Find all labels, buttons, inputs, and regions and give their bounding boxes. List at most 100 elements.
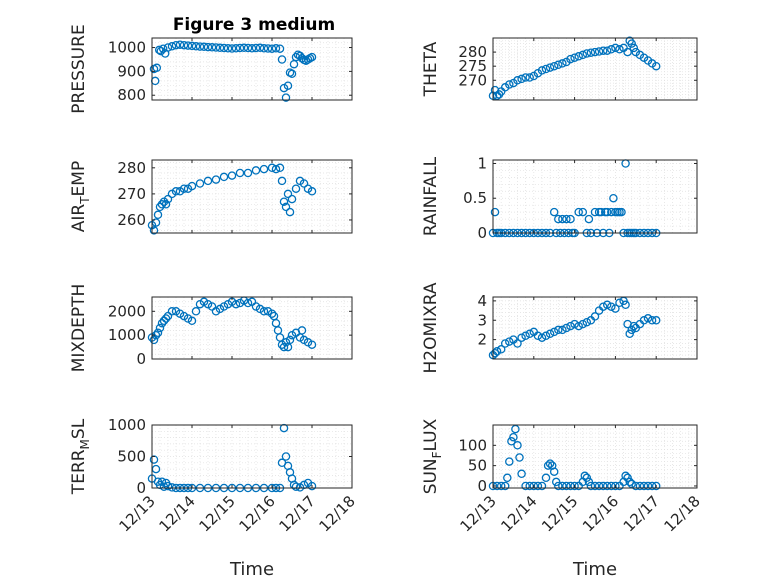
data-point <box>558 481 567 491</box>
data-point <box>277 176 287 186</box>
data-point <box>175 40 185 49</box>
data-point <box>562 323 571 333</box>
data-point <box>558 325 567 335</box>
data-point <box>500 481 510 491</box>
data-point <box>291 482 301 491</box>
y-axis-label: SUNFLUX <box>421 418 444 494</box>
data-point <box>537 481 547 491</box>
data-point <box>594 47 604 56</box>
data-point <box>267 309 277 318</box>
data-point <box>582 49 592 58</box>
data-point <box>171 40 181 50</box>
data-point <box>643 314 653 323</box>
y-tick-label: 50 <box>468 457 487 475</box>
data-point <box>631 481 641 491</box>
y-tick-label: 1000 <box>108 326 146 344</box>
x-tick-label: 12/16 <box>236 492 279 535</box>
data-point <box>602 481 612 491</box>
y-axis-label: MIXDEPTH <box>69 284 89 373</box>
data-point <box>582 317 592 327</box>
data-point <box>562 481 571 491</box>
y-axis-label: THETA <box>421 41 441 97</box>
data-point <box>505 457 514 466</box>
data-point <box>277 55 287 64</box>
y-tick-label: 1 <box>477 154 487 172</box>
data-point <box>607 207 616 217</box>
data-point <box>239 43 249 53</box>
data-point <box>611 304 620 313</box>
data-point <box>207 43 217 52</box>
data-point <box>251 166 261 175</box>
data-point <box>157 477 167 486</box>
data-point <box>541 64 551 74</box>
data-point <box>574 207 583 217</box>
data-point <box>279 342 289 352</box>
data-point <box>149 226 159 235</box>
data-point <box>598 46 608 55</box>
data-point <box>203 176 213 186</box>
data-point <box>629 43 639 53</box>
data-point <box>167 307 177 316</box>
data-point <box>259 164 269 174</box>
data-point <box>639 316 649 325</box>
x-tick-label: 12/16 <box>579 492 622 535</box>
data-point <box>582 473 592 483</box>
y-tick-label: 3 <box>477 311 487 329</box>
data-point <box>541 473 551 483</box>
data-point <box>259 44 269 53</box>
data-point <box>554 481 563 491</box>
data-point <box>307 187 317 196</box>
data-point <box>259 307 269 316</box>
data-point <box>566 54 575 64</box>
data-point <box>243 43 253 53</box>
data-point <box>187 316 197 326</box>
data-point <box>191 42 201 51</box>
data-point <box>263 44 273 53</box>
data-point <box>554 325 563 335</box>
y-tick-label: 900 <box>117 62 146 80</box>
data-point <box>255 43 265 53</box>
x-tick-label: 12/18 <box>316 492 359 535</box>
data-point <box>299 179 309 188</box>
data-point <box>156 46 166 56</box>
data-point <box>509 432 518 442</box>
x-tick-label: 12/14 <box>156 492 199 535</box>
data-point <box>307 52 317 62</box>
data-point <box>171 187 181 196</box>
data-point <box>195 179 205 188</box>
data-point <box>187 181 197 191</box>
data-point <box>152 63 162 73</box>
data-point <box>639 481 649 491</box>
data-point <box>586 481 596 491</box>
data-point <box>215 43 225 53</box>
data-point <box>590 481 600 491</box>
y-axis-label: RAINFALL <box>421 156 441 236</box>
y-axis-label: H2OMIXRA <box>421 282 441 373</box>
y-tick-label: 1000 <box>108 416 146 434</box>
data-point <box>602 300 612 310</box>
data-point <box>558 214 567 224</box>
data-point <box>554 60 563 70</box>
axes-box <box>492 296 698 360</box>
data-point <box>517 333 526 342</box>
data-point <box>545 459 555 468</box>
data-point <box>549 467 559 476</box>
y-tick-label: 2 <box>477 331 487 349</box>
data-point <box>607 302 616 311</box>
data-point <box>611 43 620 53</box>
data-point <box>179 40 189 50</box>
data-point <box>157 200 167 209</box>
data-point <box>602 207 612 217</box>
data-point <box>525 73 534 82</box>
x-axis-label-left: Time <box>229 559 274 580</box>
data-point <box>281 93 291 102</box>
y-tick-label: 4 <box>477 292 487 310</box>
y-tick-label: 1000 <box>108 39 146 57</box>
data-point <box>231 299 241 309</box>
data-point <box>271 164 281 174</box>
data-point <box>281 452 291 461</box>
data-point <box>153 210 163 220</box>
data-point <box>537 66 547 75</box>
